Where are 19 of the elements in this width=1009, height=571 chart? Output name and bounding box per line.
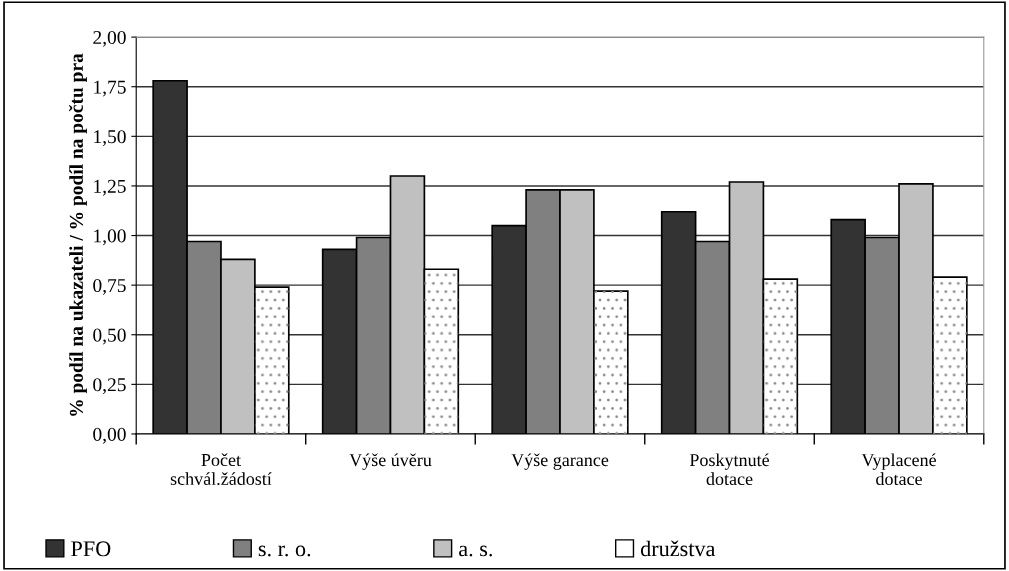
x-tick-label: Poskytnuté dotace: [689, 453, 770, 486]
x-tick-label: Výše garance: [511, 453, 609, 470]
y-tick-label: 0,50: [93, 328, 126, 345]
legend-label: s. r. o.: [258, 545, 311, 557]
y-tick-label: 2,00: [93, 30, 126, 47]
y-tick-label: 1,00: [94, 229, 126, 246]
y-axis-title: % podíl na ukazateli / % podíl na počtu pra: [69, 53, 87, 416]
y-tick-label: 1,25: [94, 179, 126, 196]
x-tick-label: Vyplacené dotace: [861, 453, 936, 486]
x-tick-label: Počet schvál.žádostí: [170, 453, 272, 486]
legend-label: PFO: [71, 541, 111, 557]
y-tick-label: 0,25: [93, 378, 126, 395]
y-tick-label: 1,50: [94, 130, 126, 147]
legend-label: a. s.: [459, 545, 492, 557]
y-tick-label: 0,75: [93, 278, 126, 295]
x-tick-label: Výše úvěru: [349, 453, 432, 470]
y-tick-label: 0,00: [93, 427, 126, 444]
legend-label: družstva: [640, 540, 716, 557]
y-tick-label: 1,75: [94, 80, 126, 97]
